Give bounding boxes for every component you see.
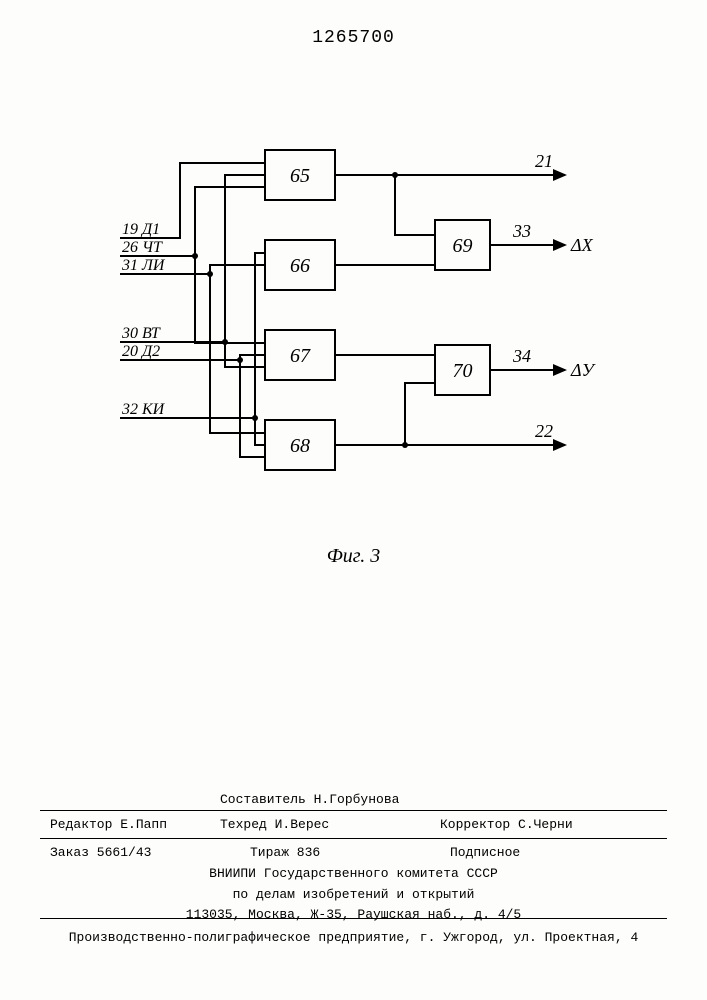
credits-compiler: Составитель Н.Горбунова	[220, 790, 399, 811]
credits-row-3: Заказ 5661/43 Тираж 836 Подписное ВНИИПИ…	[50, 843, 657, 926]
svg-text:30 ВТ: 30 ВТ	[121, 325, 161, 342]
svg-text:26 ЧТ: 26 ЧТ	[122, 239, 163, 256]
svg-text:65: 65	[290, 165, 310, 187]
credits-org2: по делам изобретений и открытий	[50, 885, 657, 906]
svg-text:19 Д1: 19 Д1	[122, 221, 160, 238]
svg-text:22: 22	[535, 421, 553, 441]
svg-text:70: 70	[453, 360, 473, 382]
credits-editor: Редактор Е.Папп	[50, 815, 220, 836]
svg-text:ΔX: ΔX	[570, 235, 594, 255]
credits-addr: 113035, Москва, Ж-35, Раушская наб., д. …	[50, 905, 657, 926]
svg-text:66: 66	[290, 255, 310, 277]
document-number: 1265700	[0, 28, 707, 48]
figure-caption: Фиг. 3	[0, 545, 707, 568]
svg-text:33: 33	[512, 221, 531, 241]
svg-text:32 КИ: 32 КИ	[121, 401, 166, 418]
svg-text:68: 68	[290, 435, 310, 457]
diagram-svg: 65 66 67 68 69 70 19 Д126 ЧТ31 ЛИ 30 ВТ20 Д2 32 …	[95, 130, 615, 540]
svg-text:ΔУ: ΔУ	[570, 360, 596, 380]
svg-text:34: 34	[512, 346, 531, 366]
separator-line-2	[40, 838, 667, 839]
page: 1265700 65 66 67 68 69 70 19 Д126 ЧТ31 ЛИ 30 ВТ…	[0, 0, 707, 1000]
credits-tirage: Тираж 836	[250, 843, 450, 864]
svg-text:20 Д2: 20 Д2	[122, 343, 160, 360]
credits-subscribe: Подписное	[450, 843, 520, 864]
svg-text:21: 21	[535, 151, 553, 171]
credits-printer: Производственно-полиграфическое предприя…	[50, 928, 657, 949]
credits-tech: Техред И.Верес	[220, 815, 440, 836]
svg-text:67: 67	[290, 345, 311, 367]
credits-org1: ВНИИПИ Государственного комитета СССР	[50, 864, 657, 885]
block-diagram: 65 66 67 68 69 70 19 Д126 ЧТ31 ЛИ 30 ВТ20 Д2 32 …	[95, 130, 615, 540]
svg-text:69: 69	[453, 235, 473, 257]
credits-row-2: Редактор Е.Папп Техред И.Верес Корректор…	[50, 815, 657, 836]
credits-block: Составитель Н.Горбунова	[50, 790, 657, 811]
separator-line-3	[40, 918, 667, 919]
svg-text:31 ЛИ: 31 ЛИ	[121, 257, 166, 274]
credits-order: Заказ 5661/43	[50, 843, 250, 864]
credits-corrector: Корректор С.Черни	[440, 815, 573, 836]
